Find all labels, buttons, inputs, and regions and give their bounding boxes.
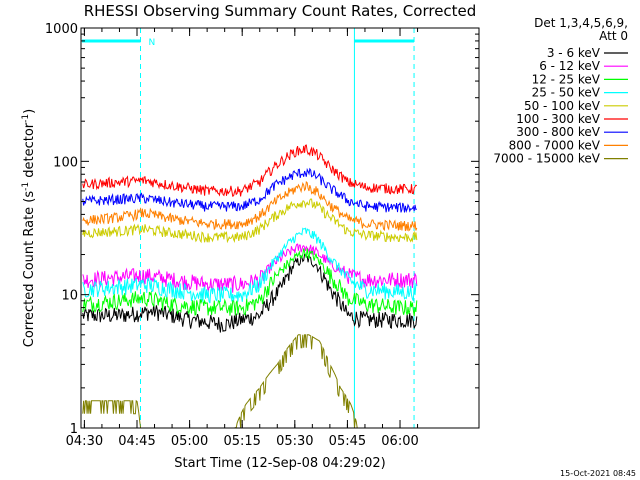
x-tick-label-5: 05:45 xyxy=(329,434,366,449)
legend-attenuator: Att 0 xyxy=(599,29,628,43)
chart-title: RHESSI Observing Summary Count Rates, Co… xyxy=(84,2,477,20)
legend-label-0: 3 - 6 keV xyxy=(547,46,601,60)
legend-label-3: 25 - 50 keV xyxy=(532,86,601,100)
series-line-7 xyxy=(82,180,418,232)
series-line-4 xyxy=(82,198,418,244)
legend-label-6: 300 - 800 keV xyxy=(516,125,600,139)
x-axis-label: Start Time (12-Sep-08 04:29:02) xyxy=(174,456,385,471)
y-axis: 1 10 100 1000 xyxy=(45,22,479,437)
y-tick-label-1: 10 xyxy=(61,289,78,304)
legend-label-1: 6 - 12 keV xyxy=(539,59,601,73)
legend-label-4: 50 - 100 keV xyxy=(524,99,601,113)
legend-detectors: Det 1,3,4,5,6,9, xyxy=(534,16,628,30)
series-line-5 xyxy=(82,144,418,197)
y-axis-label: Corrected Count Rate (s-1 detector-1) xyxy=(21,109,37,347)
x-tick-label-3: 05:15 xyxy=(223,434,260,449)
footer-timestamp: 15-Oct-2021 08:45 xyxy=(560,469,636,478)
legend-label-8: 7000 - 15000 keV xyxy=(493,152,600,166)
series-line-6 xyxy=(82,167,418,214)
series-line-0 xyxy=(82,253,418,333)
legend-label-7: 800 - 7000 keV xyxy=(509,138,601,152)
legend-label-5: 100 - 300 keV xyxy=(516,112,600,126)
y-tick-label-2: 100 xyxy=(53,155,78,170)
y-tick-label-0: 1 xyxy=(70,422,78,437)
x-tick-label-4: 05:30 xyxy=(276,434,313,449)
plot-area: N xyxy=(82,28,418,429)
x-tick-label-0: 04:30 xyxy=(66,434,103,449)
series-line-2 xyxy=(82,248,418,317)
legend-label-2: 12 - 25 keV xyxy=(532,72,601,86)
x-tick-label-6: 06:00 xyxy=(381,434,418,449)
plot-frame xyxy=(80,27,480,429)
x-tick-label-2: 05:00 xyxy=(171,434,208,449)
x-axis: 04:30 04:45 05:00 05:15 05:30 05:45 06:00 xyxy=(66,28,419,449)
series-line-3 xyxy=(82,227,418,304)
y-tick-label-3: 1000 xyxy=(45,22,78,37)
x-tick-label-1: 04:45 xyxy=(118,434,155,449)
night-flag-label: N xyxy=(149,38,156,48)
